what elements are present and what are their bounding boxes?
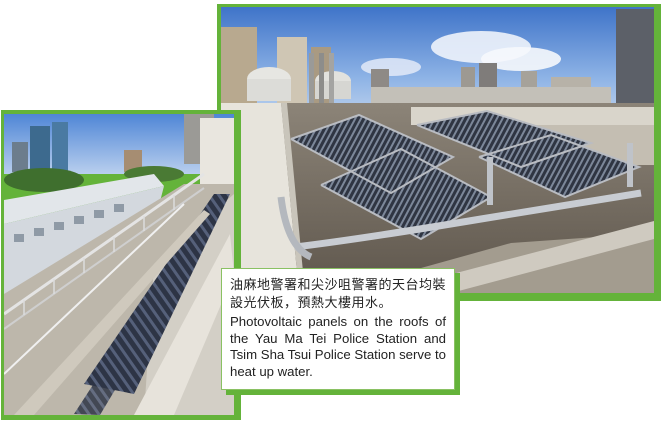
right-rooftop-photo (221, 7, 654, 293)
photo-caption: 油麻地警署和尖沙咀警署的天台均裝設光伏板，預熱大樓用水。 Photovoltai… (221, 268, 455, 390)
caption-english: Photovoltaic panels on the roofs of the … (230, 314, 446, 379)
left-rooftop-photo (4, 114, 234, 415)
caption-chinese: 油麻地警署和尖沙咀警署的天台均裝設光伏板，預熱大樓用水。 (230, 278, 447, 311)
